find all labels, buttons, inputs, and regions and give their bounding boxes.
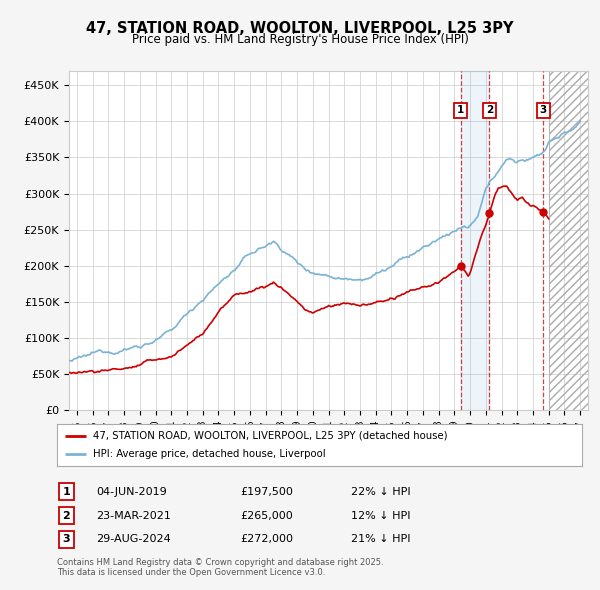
Text: 3: 3 xyxy=(62,535,70,545)
Text: 22% ↓ HPI: 22% ↓ HPI xyxy=(351,487,410,497)
Text: 2: 2 xyxy=(486,106,493,116)
Text: 47, STATION ROAD, WOOLTON, LIVERPOOL, L25 3PY (detached house): 47, STATION ROAD, WOOLTON, LIVERPOOL, L2… xyxy=(93,431,448,441)
Text: 1: 1 xyxy=(457,106,464,116)
Text: 23-MAR-2021: 23-MAR-2021 xyxy=(97,510,171,520)
Text: 29-AUG-2024: 29-AUG-2024 xyxy=(97,535,171,545)
Bar xyxy=(461,71,490,410)
Text: 47, STATION ROAD, WOOLTON, LIVERPOOL, L25 3PY: 47, STATION ROAD, WOOLTON, LIVERPOOL, L2… xyxy=(86,21,514,35)
Text: £197,500: £197,500 xyxy=(241,487,293,497)
Text: £265,000: £265,000 xyxy=(241,510,293,520)
Bar xyxy=(548,71,588,410)
Text: 1: 1 xyxy=(62,487,70,497)
Text: 3: 3 xyxy=(540,106,547,116)
Text: 12% ↓ HPI: 12% ↓ HPI xyxy=(351,510,410,520)
Text: Contains HM Land Registry data © Crown copyright and database right 2025.
This d: Contains HM Land Registry data © Crown c… xyxy=(57,558,383,577)
Text: Price paid vs. HM Land Registry's House Price Index (HPI): Price paid vs. HM Land Registry's House … xyxy=(131,33,469,46)
Text: £272,000: £272,000 xyxy=(241,535,294,545)
Text: HPI: Average price, detached house, Liverpool: HPI: Average price, detached house, Live… xyxy=(93,449,325,459)
Text: 04-JUN-2019: 04-JUN-2019 xyxy=(97,487,167,497)
Bar xyxy=(548,71,588,410)
Text: 2: 2 xyxy=(62,510,70,520)
Text: 21% ↓ HPI: 21% ↓ HPI xyxy=(351,535,410,545)
